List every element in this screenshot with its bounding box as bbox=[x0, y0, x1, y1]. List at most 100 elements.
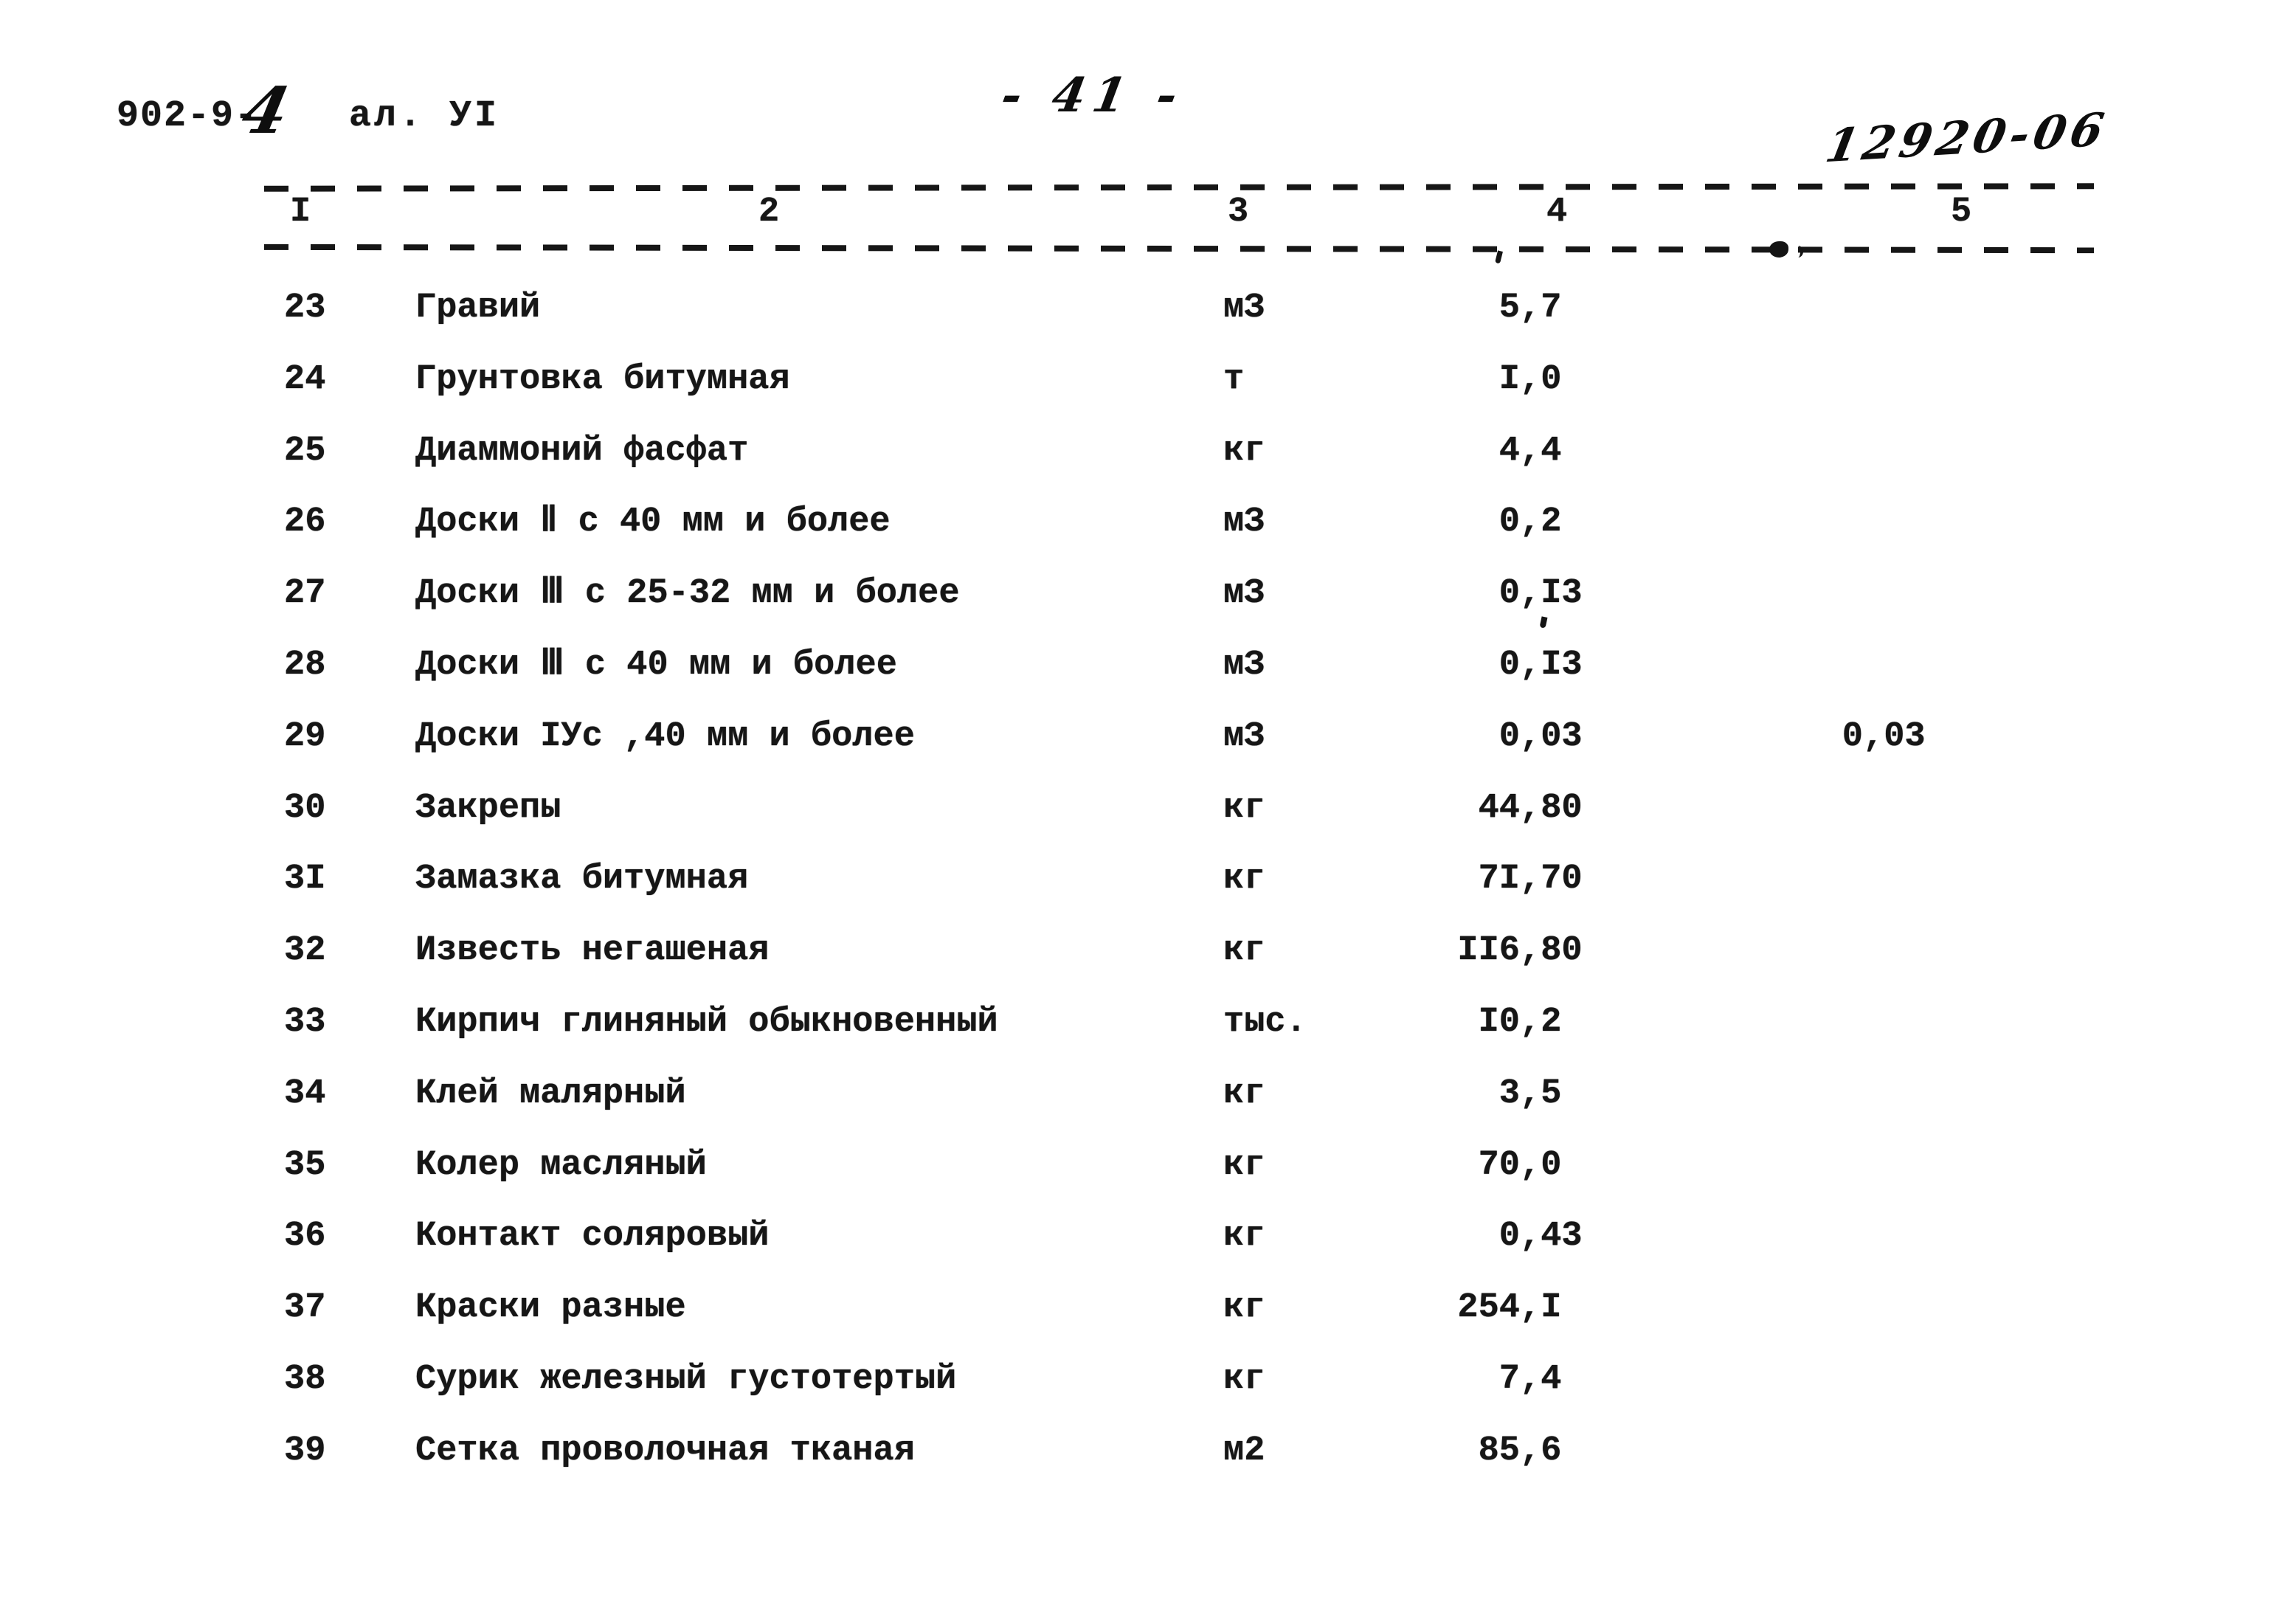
row-qty-frac: ,0 bbox=[1520, 1145, 1562, 1185]
table-row: 3I Замазка битумная кг 7I ,70 bbox=[0, 857, 2285, 903]
column-header-2: 2 bbox=[758, 193, 780, 232]
table-row: 33 Кирпич глиняный обыкновенный тыс. I0 … bbox=[0, 1001, 2285, 1046]
table-row: 26 Доски Ⅱ с 40 мм и более мЗ 0 ,2 bbox=[0, 500, 2285, 546]
table-row: 28 Доски Ⅲ с 40 мм и более мЗ 0 ,I3 bbox=[0, 643, 2285, 689]
row-qty-int: 5 bbox=[1498, 288, 1520, 328]
table-row: 24 Грунтовка битумная т I ,0 bbox=[0, 358, 2285, 404]
row-number: 39 bbox=[284, 1431, 326, 1471]
row-unit: кг bbox=[1223, 1217, 1265, 1257]
table-row: 34 Клей малярный кг 3 ,5 bbox=[0, 1072, 2285, 1118]
row-name: Доски Ⅱ с 40 мм и более bbox=[415, 502, 891, 542]
document-number-handwritten: 4 bbox=[235, 74, 296, 148]
row-number: 36 bbox=[284, 1217, 326, 1257]
row-number: 28 bbox=[284, 646, 326, 685]
row-unit: кг bbox=[1223, 931, 1265, 971]
row-number: 33 bbox=[284, 1003, 326, 1042]
row-name: Колер масляный bbox=[415, 1145, 707, 1185]
row-unit: кг bbox=[1223, 860, 1265, 899]
row-number: 37 bbox=[284, 1288, 326, 1328]
row-qty-frac: ,5 bbox=[1520, 1074, 1562, 1113]
column-header-1: I bbox=[290, 193, 311, 232]
row-qty-frac: ,4 bbox=[1520, 1360, 1562, 1399]
row-name: Клей малярный bbox=[415, 1074, 686, 1113]
row-qty-frac: ,4 bbox=[1520, 431, 1562, 471]
row-name: Сурик железный густотертый bbox=[415, 1360, 957, 1399]
row-unit: кг bbox=[1223, 1360, 1265, 1399]
row-qty-int: I0 bbox=[1478, 1003, 1520, 1042]
row-number: 30 bbox=[284, 788, 326, 828]
column-header-4: 4 bbox=[1546, 193, 1568, 232]
row-unit: кг bbox=[1223, 1145, 1265, 1185]
table-row: 38 Сурик железный густотертый кг 7 ,4 bbox=[0, 1358, 2285, 1403]
row-number: 3I bbox=[284, 860, 326, 899]
row-number: 27 bbox=[284, 574, 326, 614]
row-unit: кг bbox=[1223, 1074, 1265, 1113]
column-header-3: 3 bbox=[1228, 193, 1249, 232]
row-name: Доски Ⅲ с 40 мм и более bbox=[415, 646, 897, 685]
row-qty-frac: ,80 bbox=[1520, 931, 1583, 971]
row-number: 34 bbox=[284, 1074, 326, 1113]
row-qty-int: 4 bbox=[1498, 431, 1520, 471]
row-name: Грунтовка битумная bbox=[415, 359, 790, 399]
row-name: Закрепы bbox=[415, 788, 561, 828]
row-name: Кирпич глиняный обыкновенный bbox=[415, 1003, 998, 1042]
row-qty-int: I bbox=[1498, 359, 1520, 399]
row-number: 29 bbox=[284, 716, 326, 756]
row-number: 35 bbox=[284, 1145, 326, 1185]
row-unit: мЗ bbox=[1223, 502, 1265, 542]
row-qty-int: 0 bbox=[1498, 574, 1520, 614]
column-header-5: 5 bbox=[1951, 193, 1972, 232]
album-sheet-label: ал. УI bbox=[349, 95, 500, 137]
row-number: 24 bbox=[284, 359, 326, 399]
row-qty-frac: ,0 bbox=[1520, 359, 1562, 399]
row-qty-int: 0 bbox=[1498, 716, 1520, 756]
row-qty-frac: ,I3 bbox=[1520, 574, 1583, 614]
table-row: 36 Контакт соляровый кг 0 ,43 bbox=[0, 1214, 2285, 1260]
table-row: 27 Доски Ⅲ с 25-32 мм и более мЗ 0 ,I3 bbox=[0, 572, 2285, 618]
row-qty-frac: ,6 bbox=[1520, 1431, 1562, 1471]
row-col5-int: 0 bbox=[1842, 716, 1863, 756]
row-qty-int: 85 bbox=[1478, 1431, 1520, 1471]
ink-crescent-artifact bbox=[1793, 246, 1803, 258]
row-qty-int: II6 bbox=[1457, 931, 1520, 971]
table-row: 37 Краски разные кг 254 ,I bbox=[0, 1286, 2285, 1332]
table-row: 23 Гравий мЗ 5 ,7 bbox=[0, 286, 2285, 332]
row-qty-frac: ,I3 bbox=[1520, 646, 1583, 685]
row-qty-int: 7 bbox=[1498, 1360, 1520, 1399]
row-name: Сетка проволочная тканая bbox=[415, 1431, 915, 1471]
row-unit: мЗ bbox=[1223, 574, 1265, 614]
table-row: 29 Доски IУс ,40 мм и более мЗ 0 ,03 0 ,… bbox=[0, 715, 2285, 761]
row-qty-int: 0 bbox=[1498, 646, 1520, 685]
table-row: 25 Диаммоний фасфат кг 4 ,4 bbox=[0, 429, 2285, 475]
row-unit: кг bbox=[1223, 1288, 1265, 1328]
row-name: Контакт соляровый bbox=[415, 1217, 770, 1257]
handwritten-code: 12920-06 bbox=[1821, 102, 2113, 173]
row-qty-frac: ,43 bbox=[1520, 1217, 1583, 1257]
page-number: - 41 - bbox=[997, 68, 1189, 123]
row-qty-frac: ,I bbox=[1520, 1288, 1562, 1328]
row-qty-frac: ,2 bbox=[1520, 1003, 1562, 1042]
row-name: Известь негашеная bbox=[415, 931, 770, 971]
table-row: 35 Колер масляный кг 70 ,0 bbox=[0, 1144, 2285, 1189]
row-unit: мЗ bbox=[1223, 288, 1265, 328]
table-row: 30 Закрепы кг 44 ,80 bbox=[0, 787, 2285, 832]
row-qty-frac: ,70 bbox=[1520, 860, 1583, 899]
row-qty-frac: ,03 bbox=[1520, 716, 1583, 756]
row-number: 32 bbox=[284, 931, 326, 971]
row-name: Доски Ⅲ с 25-32 мм и более bbox=[415, 574, 960, 614]
row-unit: мЗ bbox=[1223, 646, 1265, 685]
stray-comma-artifact bbox=[1539, 616, 1548, 629]
row-col5-frac: ,03 bbox=[1863, 716, 1926, 756]
row-qty-int: 3 bbox=[1498, 1074, 1520, 1113]
document-number-typed: 902-9- bbox=[117, 95, 259, 137]
ink-blot-artifact bbox=[1769, 241, 1788, 258]
row-number: 25 bbox=[284, 431, 326, 471]
row-number: 26 bbox=[284, 502, 326, 542]
table-row: 32 Известь негашеная кг II6 ,80 bbox=[0, 929, 2285, 975]
row-name: Диаммоний фасфат bbox=[415, 431, 749, 471]
row-qty-frac: ,7 bbox=[1520, 288, 1562, 328]
row-name: Доски IУс ,40 мм и более bbox=[415, 716, 915, 756]
row-unit: тыс. bbox=[1223, 1003, 1307, 1042]
row-name: Гравий bbox=[415, 288, 541, 328]
row-qty-int: 254 bbox=[1457, 1288, 1520, 1328]
